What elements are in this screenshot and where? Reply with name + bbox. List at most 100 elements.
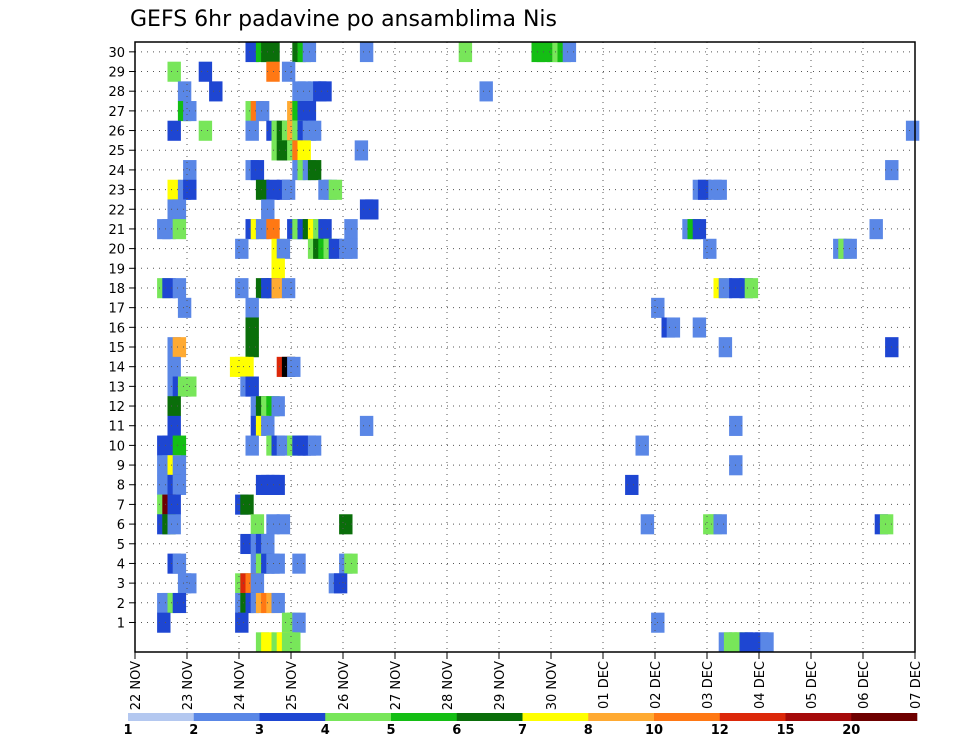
y-tick-label: 7 — [117, 498, 125, 513]
precip-cell — [713, 514, 727, 535]
precip-cell — [172, 219, 187, 240]
x-tick-label: 23 NOV — [181, 661, 196, 710]
precip-cell — [276, 238, 291, 259]
precip-cell — [172, 337, 187, 358]
precip-cell — [297, 81, 311, 102]
y-tick-label: 10 — [108, 439, 125, 454]
precip-cell — [328, 238, 343, 259]
precip-cell — [297, 140, 311, 161]
precip-cell — [245, 42, 259, 63]
precip-cell — [625, 474, 639, 495]
y-tick-label: 14 — [108, 361, 125, 376]
y-tick-label: 26 — [108, 125, 125, 140]
precip-cell — [318, 81, 332, 102]
y-tick-label: 27 — [108, 105, 125, 120]
legend-label: 10 — [645, 723, 663, 738]
precip-cell — [167, 494, 181, 515]
y-tick-label: 29 — [108, 66, 125, 81]
precip-cell — [162, 278, 176, 299]
precip-cell — [718, 337, 733, 358]
precip-cell — [292, 612, 306, 633]
precip-cell — [250, 160, 265, 181]
precip-cell — [172, 278, 187, 299]
y-tick-label: 12 — [108, 400, 125, 415]
axis-layer: 1234567891011121314151617181920212223242… — [108, 41, 924, 710]
precip-cell — [744, 632, 759, 653]
precip-cell — [281, 278, 296, 299]
precip-cell — [276, 514, 291, 535]
grid-layer — [135, 42, 915, 652]
precip-cell — [255, 219, 270, 240]
precip-cell — [354, 140, 369, 161]
y-tick-label: 28 — [108, 85, 125, 100]
precip-cell — [209, 81, 223, 102]
precip-cell — [271, 278, 285, 299]
x-tick-label: 26 NOV — [337, 661, 352, 710]
y-tick-label: 9 — [117, 459, 125, 474]
precip-cell — [271, 258, 285, 279]
precip-cell — [240, 494, 254, 515]
precip-cell — [905, 120, 920, 141]
y-tick-label: 17 — [108, 302, 125, 317]
precip-cell — [697, 179, 712, 200]
legend-label: 7 — [518, 723, 527, 738]
precip-cell — [235, 612, 249, 633]
precip-cell — [271, 592, 285, 614]
x-tick-label: 05 DEC — [805, 661, 820, 709]
precip-cell — [562, 42, 577, 63]
precip-cell — [760, 632, 774, 653]
precip-cell — [281, 179, 296, 200]
precip-cell — [869, 219, 883, 240]
precip-cell — [250, 573, 265, 594]
x-tick-label: 29 NOV — [493, 661, 508, 710]
precip-cell — [167, 179, 181, 200]
legend-label: 6 — [452, 723, 461, 738]
x-tick-label: 22 NOV — [129, 661, 144, 710]
precip-cell — [318, 219, 332, 240]
y-tick-label: 22 — [108, 203, 125, 218]
y-tick-label: 1 — [117, 616, 125, 631]
x-tick-label: 02 DEC — [649, 661, 664, 709]
precip-cell — [666, 317, 681, 338]
precip-cell — [172, 455, 187, 476]
y-tick-label: 24 — [108, 164, 125, 179]
legend-swatch — [588, 713, 655, 721]
y-tick-label: 16 — [108, 321, 125, 336]
y-tick-label: 25 — [108, 144, 125, 159]
precip-cell — [744, 278, 759, 299]
precip-cell — [177, 297, 192, 318]
legend-swatch — [785, 713, 852, 721]
x-tick-label: 30 NOV — [545, 661, 560, 710]
legend-swatch — [522, 713, 589, 721]
y-tick-label: 19 — [108, 262, 125, 277]
precip-cell — [235, 238, 249, 259]
precip-cell — [328, 179, 343, 200]
precip-cell — [157, 612, 171, 633]
precip-cell — [245, 120, 259, 141]
precip-cell — [287, 356, 301, 377]
precip-cell — [718, 278, 733, 299]
y-tick-label: 5 — [117, 538, 125, 553]
legend-label: 20 — [842, 723, 860, 738]
precip-cell — [479, 81, 493, 102]
precip-cell — [172, 199, 187, 220]
legend-label: 3 — [255, 723, 264, 738]
y-tick-label: 18 — [108, 282, 125, 297]
x-tick-label: 03 DEC — [701, 661, 716, 709]
y-tick-label: 23 — [108, 184, 125, 199]
legend-label: 2 — [189, 723, 198, 738]
precip-cell — [245, 337, 259, 358]
legend-swatch — [391, 713, 458, 721]
legend-swatch — [654, 713, 721, 721]
x-tick-label: 27 NOV — [389, 661, 404, 710]
legend-swatch — [456, 713, 523, 721]
x-tick-label: 04 DEC — [753, 661, 768, 709]
precip-cell — [167, 514, 181, 535]
precip-cell — [287, 632, 301, 653]
y-tick-label: 11 — [108, 420, 125, 435]
chart-title: GEFS 6hr padavine po ansamblima Nis — [130, 7, 557, 32]
precip-cell — [250, 514, 265, 535]
precip-cell — [365, 199, 379, 220]
precip-cell — [172, 553, 187, 574]
